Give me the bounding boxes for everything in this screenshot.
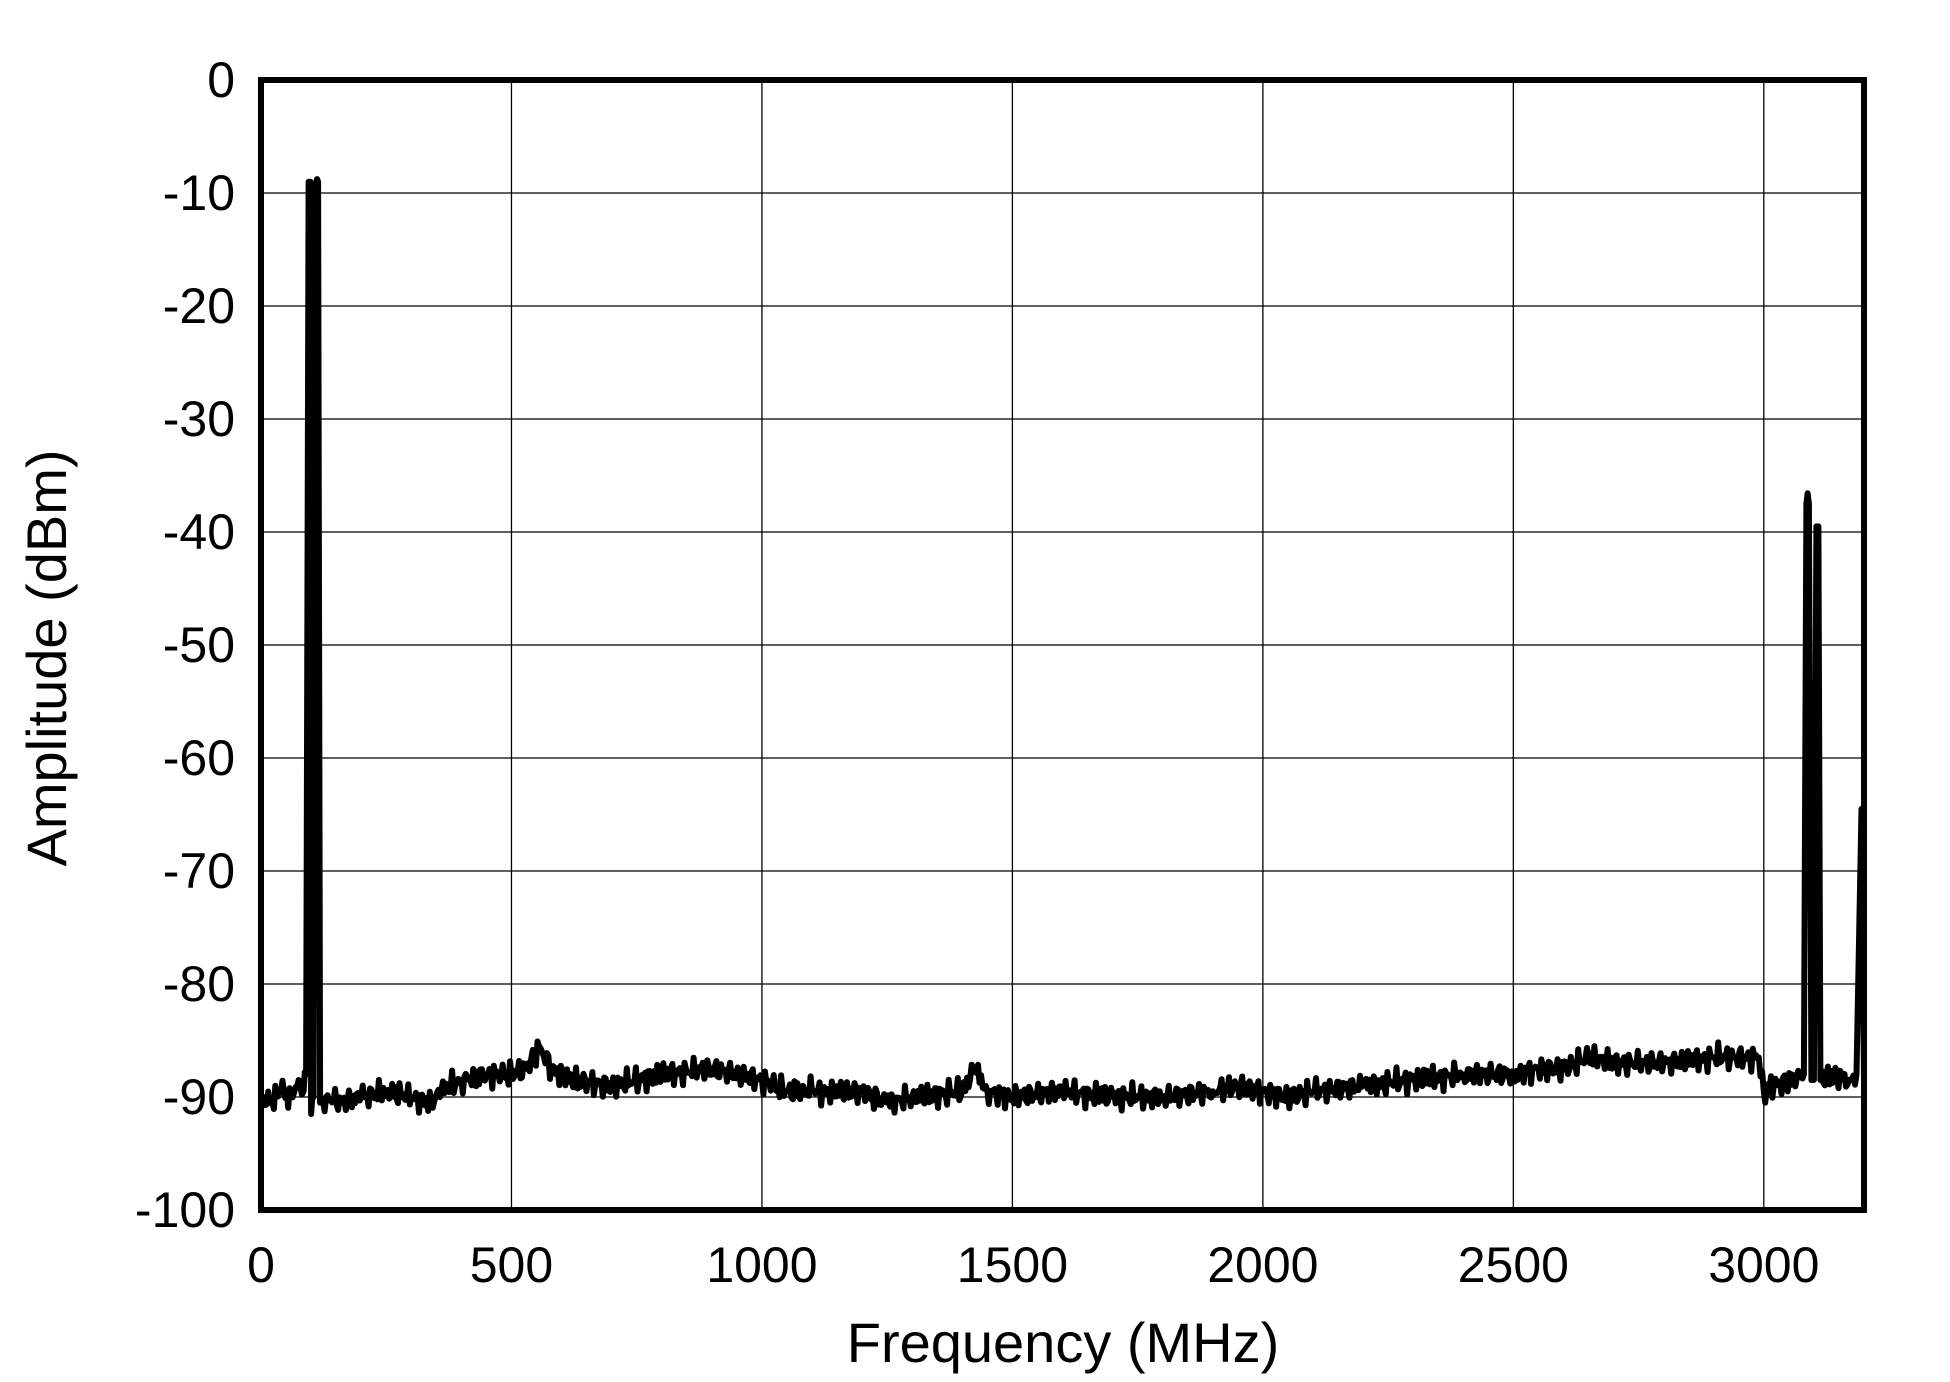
- y-tick-label: -80: [163, 956, 235, 1012]
- y-tick-label: 0: [207, 52, 235, 108]
- y-tick-label: -40: [163, 504, 235, 560]
- grid-lines: [261, 80, 1864, 1210]
- series-line: [258, 176, 1867, 1117]
- y-tick-label: -100: [135, 1182, 235, 1238]
- y-tick-labels: 0 -10 -20 -30 -40 -50 -60 -70 -80 -90 -100: [135, 52, 235, 1238]
- y-axis-label: Amplitude (dBm): [15, 449, 78, 866]
- y-tick-label: -90: [163, 1069, 235, 1125]
- x-tick-label: 1500: [957, 1237, 1068, 1293]
- y-tick-label: -20: [163, 278, 235, 334]
- x-tick-label: 1000: [706, 1237, 817, 1293]
- y-tick-label: -70: [163, 843, 235, 899]
- x-tick-label: 3000: [1708, 1237, 1819, 1293]
- y-tick-label: -10: [163, 165, 235, 221]
- series-group: [258, 176, 1867, 1117]
- x-tick-label: 0: [247, 1237, 275, 1293]
- x-tick-label: 2500: [1458, 1237, 1569, 1293]
- y-tick-label: -30: [163, 391, 235, 447]
- y-tick-label: -60: [163, 730, 235, 786]
- plot-frame: [258, 77, 1867, 1213]
- x-tick-labels: 0 500 1000 1500 2000 2500 3000: [247, 1237, 1819, 1293]
- y-tick-label: -50: [163, 617, 235, 673]
- x-tick-label: 500: [470, 1237, 553, 1293]
- x-axis-label: Frequency (MHz): [847, 1311, 1280, 1374]
- x-tick-label: 2000: [1207, 1237, 1318, 1293]
